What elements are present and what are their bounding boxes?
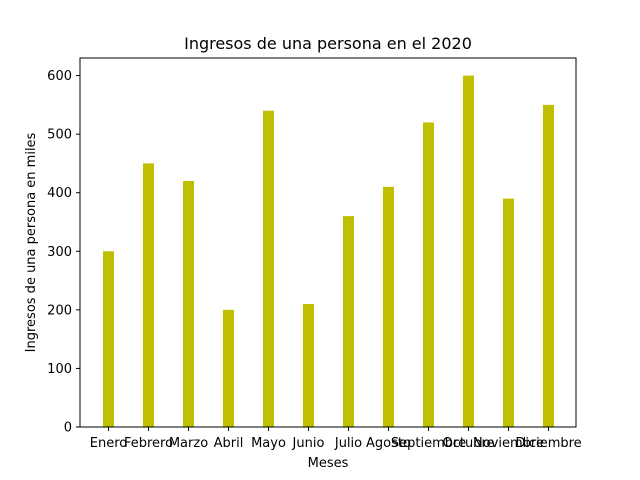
bar-julio (343, 216, 354, 427)
y-tick-label: 300 (47, 245, 72, 260)
plot-frame (79, 57, 577, 428)
bar-agosto (383, 186, 394, 427)
bars-group (103, 75, 554, 428)
bar-marzo (183, 181, 194, 427)
bar-abril (223, 309, 234, 427)
x-tick-label: Junio (292, 436, 325, 451)
y-tick-label: 600 (47, 69, 72, 84)
x-tick-label: Diciembre (515, 436, 581, 451)
y-tick-label: 400 (47, 186, 72, 201)
y-axis: 0 100 200 300 400 500 600 (47, 69, 80, 436)
bar-septiembre (423, 122, 434, 427)
y-tick-label: 0 (64, 421, 72, 436)
bar-junio (303, 304, 314, 427)
bar-noviembre (503, 198, 514, 427)
x-tick-label: Agosto (366, 436, 411, 451)
bar-diciembre (543, 104, 554, 427)
x-tick-label: Marzo (169, 436, 208, 451)
chart-title: Ingresos de una persona en el 2020 (184, 34, 472, 53)
x-axis-label: Meses (308, 456, 349, 471)
x-tick-label: Octubre (442, 436, 494, 451)
y-tick-label: 100 (47, 362, 72, 377)
bar-mayo (263, 110, 274, 427)
bar-octubre (463, 75, 474, 428)
x-tick-label: Abril (214, 436, 244, 451)
x-tick-label: Julio (334, 436, 362, 451)
x-tick-label: Noviembre (473, 436, 544, 451)
x-tick-label: Enero (90, 436, 128, 451)
bar-enero (103, 251, 114, 427)
x-tick-label: Mayo (251, 436, 286, 451)
y-tick-label: 200 (47, 303, 72, 318)
x-tick-label: Febrero (124, 436, 173, 451)
y-axis-label: Ingresos de una persona en miles (24, 132, 39, 352)
bar-febrero (143, 163, 154, 427)
x-tick-label: Septiembre (391, 436, 466, 451)
y-tick-label: 500 (47, 128, 72, 143)
